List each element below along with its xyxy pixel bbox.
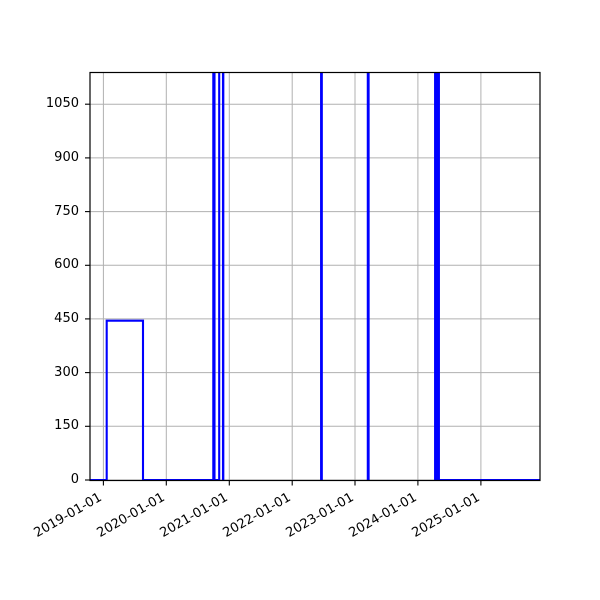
y-tick-label: 150: [54, 418, 79, 434]
axes-frame: [89, 71, 541, 482]
tick-marks: [85, 103, 482, 486]
y-tick-label: 300: [54, 364, 79, 380]
y-tick-label: 750: [54, 203, 79, 219]
y-tick-label: 0: [70, 472, 79, 487]
y-tick-label: 450: [54, 310, 79, 326]
y-tick-label: 900: [54, 149, 79, 165]
y-tick-label: 600: [54, 257, 79, 273]
plot-area: [90, 72, 540, 480]
y-tick-label: 1050: [45, 96, 79, 112]
